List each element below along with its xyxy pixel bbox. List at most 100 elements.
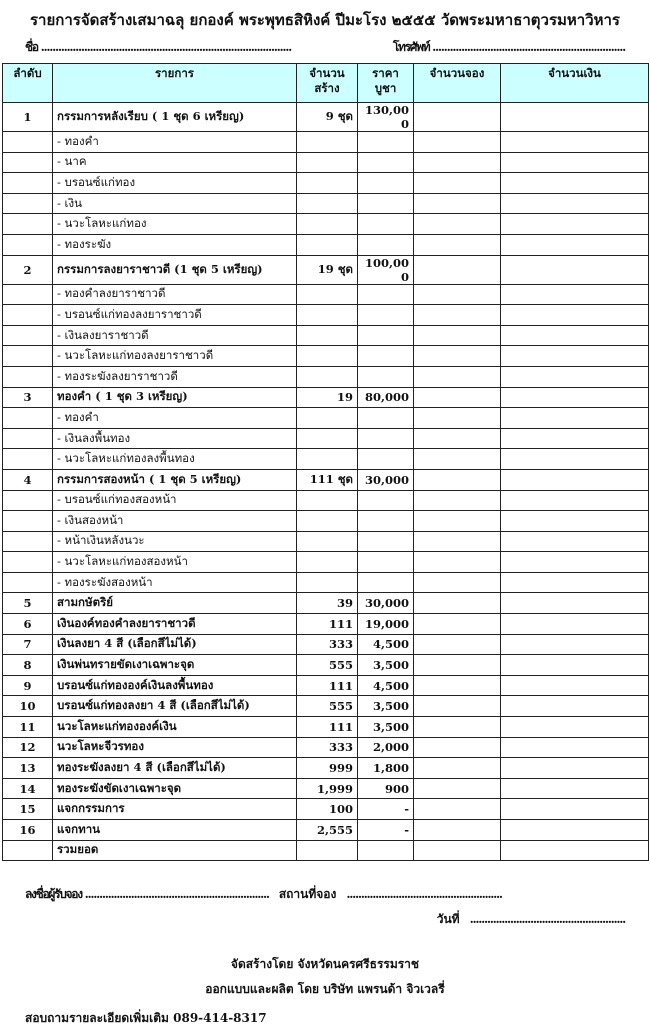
row-amount[interactable] [500, 427, 649, 450]
row-item: บรอนซ์แก่ทองลงยา 4 สี (เลือกสีไม่ได้) [52, 695, 297, 718]
row-number: 6 [2, 613, 53, 635]
row-item: - นวะโลหะแก่ทอง [52, 213, 297, 235]
row-amount[interactable] [500, 777, 649, 800]
table-row: 8 เงินพ่นทรายขัดเงาเฉพาะจุด 555 3,500 [2, 654, 649, 676]
row-reserved[interactable] [413, 345, 501, 367]
phone-field[interactable]: โทรศัพท์ ...............................… [392, 40, 626, 54]
row-item: บรอนซ์แก่ทององค์เงินลงพื้นทอง [52, 674, 297, 697]
row-amount[interactable] [500, 819, 649, 841]
row-amount[interactable] [500, 365, 649, 388]
row-amount[interactable] [500, 324, 649, 347]
row-amount[interactable] [500, 695, 649, 718]
row-amount[interactable] [500, 530, 649, 553]
row-number: 12 [2, 736, 53, 759]
row-amount[interactable] [500, 407, 649, 429]
row-qty [296, 192, 358, 215]
row-reserved[interactable] [413, 365, 501, 388]
row-amount[interactable] [500, 304, 649, 326]
row-reserved[interactable] [413, 695, 501, 718]
place-field[interactable]: ........................................… [346, 887, 503, 902]
row-price: 900 [357, 777, 414, 800]
row-qty: 2,555 [296, 819, 358, 841]
row-reserved[interactable] [413, 102, 501, 132]
row-price: 100,000 [357, 254, 414, 285]
row-reserved[interactable] [413, 324, 501, 347]
row-amount[interactable] [500, 571, 649, 594]
row-amount[interactable] [500, 213, 649, 235]
row-reserved[interactable] [413, 192, 501, 215]
row-amount[interactable] [500, 613, 649, 635]
row-reserved[interactable] [413, 172, 501, 194]
row-number [2, 571, 53, 594]
row-amount[interactable] [500, 172, 649, 194]
row-reserved[interactable] [413, 654, 501, 676]
row-amount[interactable] [500, 510, 649, 532]
row-amount[interactable] [500, 674, 649, 697]
row-reserved[interactable] [413, 757, 501, 779]
row-reserved[interactable] [413, 736, 501, 759]
row-amount[interactable] [500, 633, 649, 656]
row-amount[interactable] [500, 233, 649, 256]
row-qty [296, 345, 358, 367]
row-number: 13 [2, 757, 53, 779]
row-reserved[interactable] [413, 530, 501, 553]
row-reserved[interactable] [413, 716, 501, 738]
row-reserved[interactable] [413, 510, 501, 532]
row-amount[interactable] [500, 448, 649, 470]
row-amount[interactable] [500, 192, 649, 215]
row-reserved[interactable] [413, 551, 501, 573]
row-qty [296, 571, 358, 594]
row-reserved[interactable] [413, 427, 501, 450]
row-reserved[interactable] [413, 254, 501, 285]
row-reserved[interactable] [413, 819, 501, 841]
row-reserved[interactable] [413, 213, 501, 235]
signer-field[interactable]: ลงชื่อผู้รับจอง ........................… [25, 887, 270, 902]
row-amount[interactable] [500, 131, 649, 153]
row-reserved[interactable] [413, 777, 501, 800]
row-amount[interactable] [500, 798, 649, 820]
row-reserved[interactable] [413, 489, 501, 512]
row-amount[interactable] [500, 254, 649, 285]
row-item: แจกกรรมการ [52, 798, 297, 820]
row-reserved[interactable] [413, 839, 501, 862]
row-amount[interactable] [500, 102, 649, 132]
row-reserved[interactable] [413, 798, 501, 820]
row-reserved[interactable] [413, 468, 501, 491]
row-amount[interactable] [500, 468, 649, 491]
row-reserved[interactable] [413, 592, 501, 615]
row-amount[interactable] [500, 151, 649, 174]
row-number [2, 233, 53, 256]
row-amount[interactable] [500, 654, 649, 676]
row-price [357, 530, 414, 553]
row-reserved[interactable] [413, 633, 501, 656]
row-reserved[interactable] [413, 131, 501, 153]
row-reserved[interactable] [413, 674, 501, 697]
row-reserved[interactable] [413, 407, 501, 429]
date-field[interactable]: ........................................… [469, 912, 627, 927]
row-amount[interactable] [500, 839, 649, 862]
row-number [2, 530, 53, 553]
row-reserved[interactable] [413, 151, 501, 174]
row-reserved[interactable] [413, 613, 501, 635]
name-field[interactable]: ชื่อ ...................................… [25, 40, 292, 54]
row-amount[interactable] [500, 551, 649, 573]
row-reserved[interactable] [413, 386, 501, 409]
row-number [2, 839, 53, 862]
row-reserved[interactable] [413, 283, 501, 306]
row-amount[interactable] [500, 716, 649, 738]
row-item: - ทองคำ [52, 407, 297, 429]
row-number: 14 [2, 777, 53, 800]
row-price [357, 448, 414, 470]
table-row: 1 กรรมการหลังเรียบ ( 1 ชุด 6 เหรียญ) 9 ชุด… [2, 102, 649, 132]
row-amount[interactable] [500, 345, 649, 367]
row-amount[interactable] [500, 736, 649, 759]
row-reserved[interactable] [413, 448, 501, 470]
row-amount[interactable] [500, 386, 649, 409]
row-amount[interactable] [500, 283, 649, 306]
row-reserved[interactable] [413, 304, 501, 326]
row-amount[interactable] [500, 592, 649, 615]
row-reserved[interactable] [413, 233, 501, 256]
row-reserved[interactable] [413, 571, 501, 594]
row-amount[interactable] [500, 489, 649, 512]
row-amount[interactable] [500, 757, 649, 779]
